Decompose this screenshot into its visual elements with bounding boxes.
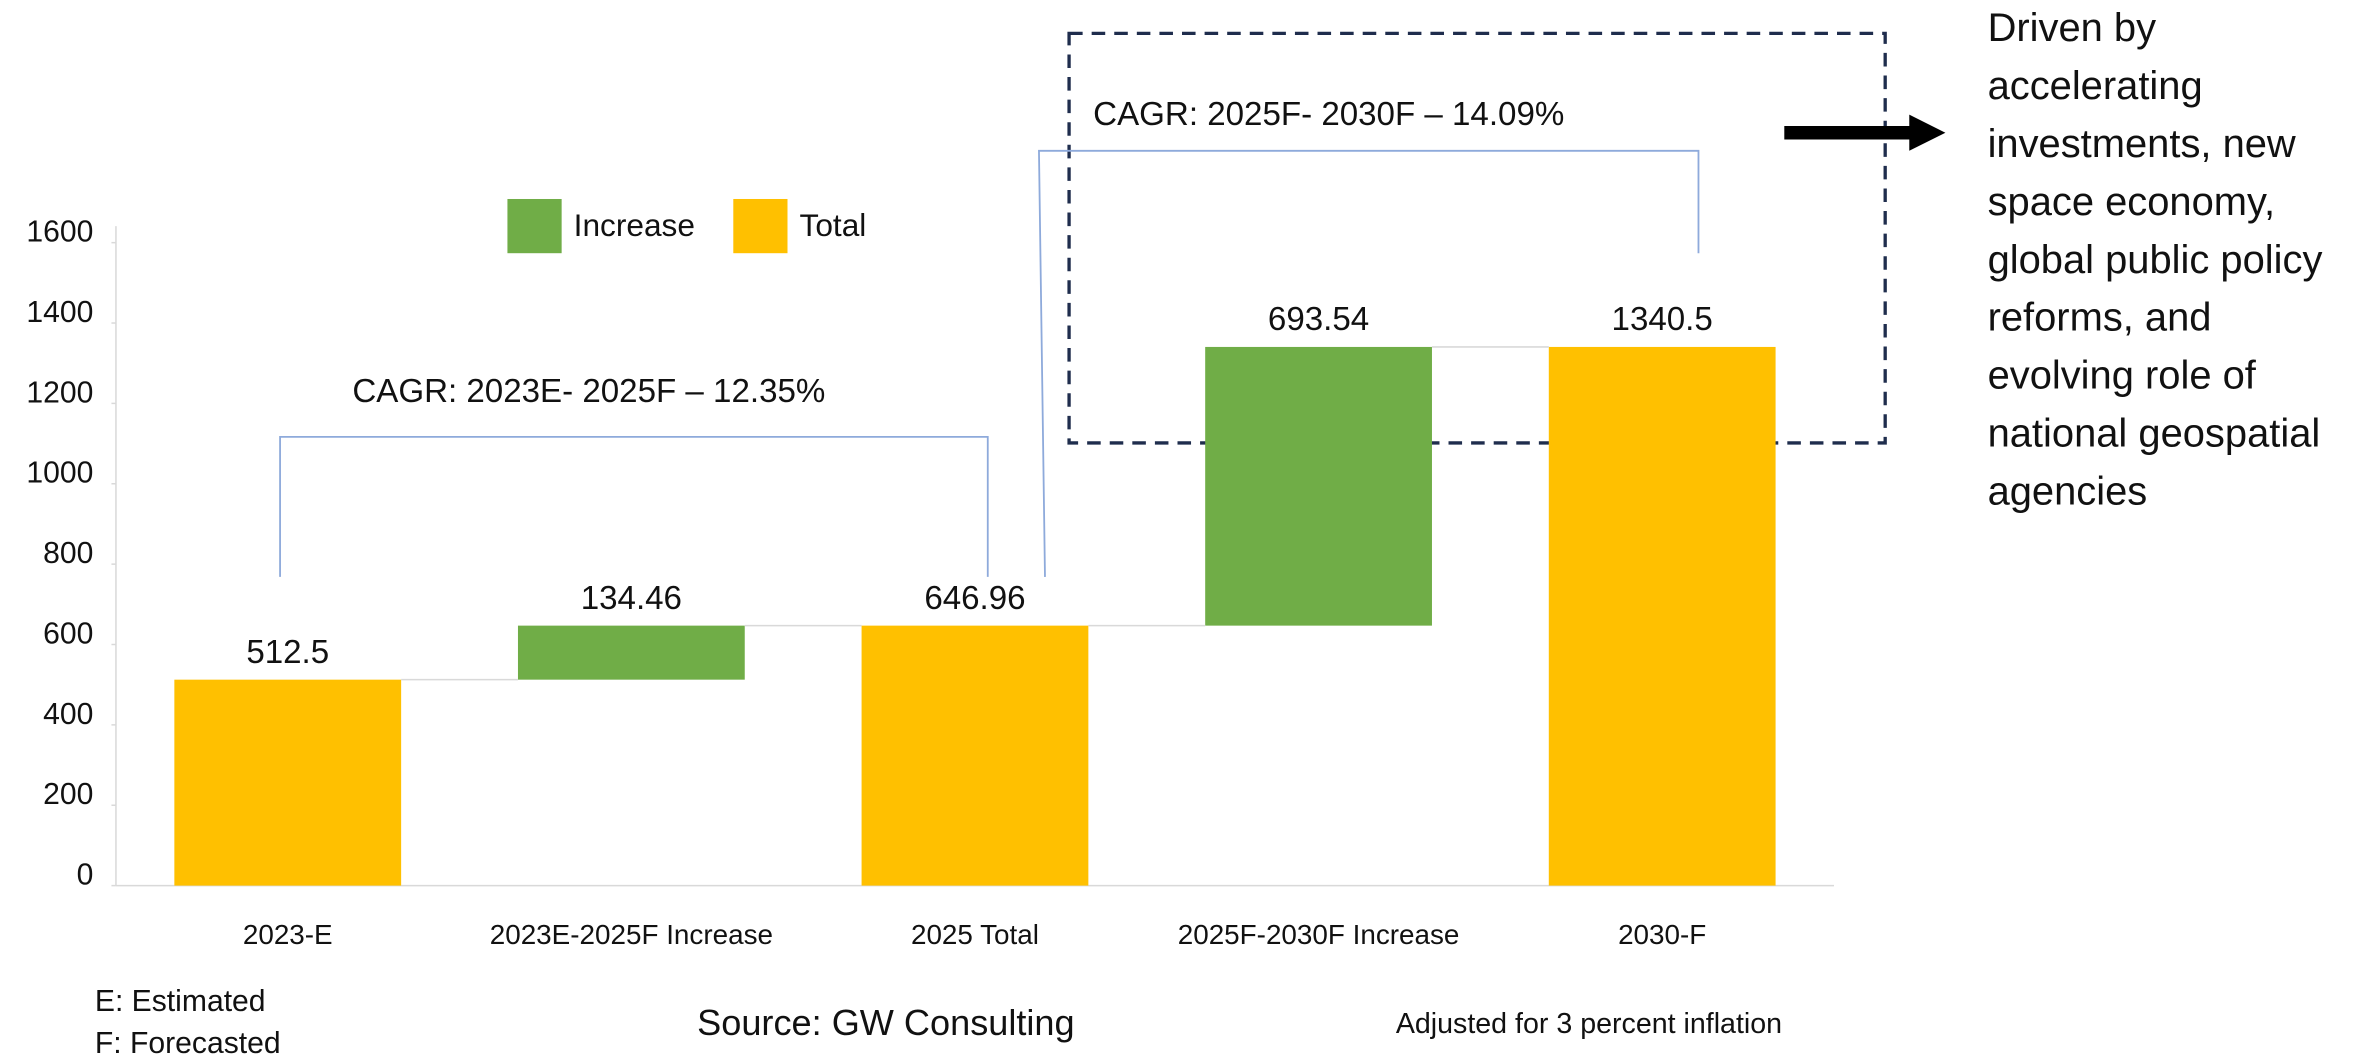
data-label: 1340.5 (1612, 301, 1713, 338)
y-tick-label: 200 (43, 778, 93, 811)
side-note: agencies (1988, 470, 2148, 514)
footnote: E: Estimated (95, 985, 266, 1018)
source: Source: GW Consulting (697, 1002, 1074, 1043)
y-tick-label: 0 (77, 859, 94, 892)
legend-label: Total (800, 207, 867, 243)
annotation: CAGR: 2025F- 2030F – 14.09% (1093, 96, 1564, 133)
data-label: 134.46 (581, 580, 682, 617)
bar (1548, 346, 1776, 886)
side-note: evolving role of (1988, 354, 2257, 398)
footnote: F: Forecasted (95, 1027, 281, 1059)
bar (174, 679, 402, 886)
cagr-bracket (1038, 149, 1700, 577)
x-tick-label: 2023E-2025F Increase (490, 919, 773, 950)
side-note: investments, new (1988, 122, 2296, 166)
annotation: CAGR: 2023E- 2025F – 12.35% (352, 373, 825, 410)
x-tick-label: 2025 Total (911, 919, 1039, 950)
y-tick-label: 1600 (26, 216, 93, 249)
side-note: accelerating (1988, 64, 2203, 108)
bar (1205, 346, 1432, 626)
arrow-head (1909, 114, 1946, 151)
side-note: space economy, (1988, 180, 2276, 224)
y-tick-label: 600 (43, 617, 93, 650)
y-tick-label: 1400 (26, 296, 93, 329)
x-tick-label: 2030-F (1618, 919, 1706, 950)
data-label: 512.5 (246, 634, 329, 671)
y-tick-label: 400 (43, 698, 93, 731)
legend-swatch (507, 198, 562, 254)
highlight-box (1067, 31, 1887, 445)
cagr-bracket (279, 435, 989, 577)
y-tick-label: 1000 (26, 457, 93, 490)
side-note: reforms, and (1988, 296, 2212, 340)
side-note: global public policy (1988, 238, 2323, 282)
y-tick-label: 800 (43, 537, 93, 570)
x-tick-label: 2023-E (243, 919, 333, 950)
note: Adjusted for 3 percent inflation (1396, 1008, 1782, 1040)
bar (861, 625, 1089, 886)
data-label: 646.96 (924, 580, 1025, 617)
y-tick-label: 1200 (26, 376, 93, 409)
data-label: 693.54 (1268, 301, 1369, 338)
x-tick-label: 2025F-2030F Increase (1178, 919, 1460, 950)
legend-label: Increase (574, 207, 695, 243)
side-note: Driven by (1988, 6, 2157, 50)
side-note: national geospatial (1988, 412, 2321, 456)
legend-swatch (733, 198, 788, 254)
bar (517, 625, 745, 680)
